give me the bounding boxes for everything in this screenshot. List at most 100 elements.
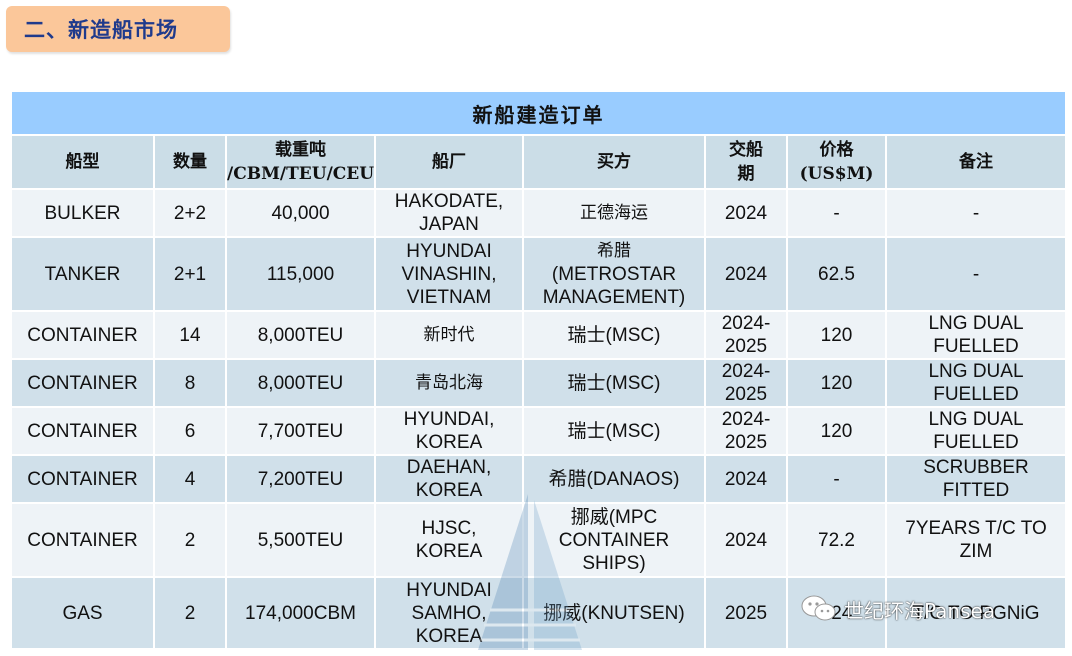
header-cell: 数量 (153, 134, 227, 190)
table-row: CONTAINER 14 8,000TEU 新时代 瑞士(MSC) 2024- 2025 12… (10, 310, 1067, 360)
ship-type-cell: CONTAINER (10, 406, 155, 456)
cell-line: (METROSTAR (551, 263, 677, 285)
cell-value: 8 (184, 372, 196, 394)
cell-line: FUELLED (933, 384, 1019, 405)
cell-value: 224 (820, 602, 853, 624)
buyer-cell: 瑞士(MSC) (522, 406, 706, 456)
cell-line: 2024 (724, 263, 768, 285)
cell-line: 2025 (724, 432, 768, 453)
cell-line: CONTAINER (558, 529, 670, 551)
cell-value: CONTAINER (27, 372, 138, 394)
cell-line: 2024- (721, 313, 771, 334)
cell-line: HYUNDAI (406, 240, 492, 262)
ship-type-cell: TANKER (10, 236, 155, 312)
cell-line: 2024 (724, 529, 768, 551)
table-row: CONTAINER 2 5,500TEU HJSC, KOREA 挪威(MPC CONTAI… (10, 502, 1067, 578)
buyer-cell: 希腊 (METROSTAR MANAGEMENT) (522, 236, 706, 312)
remarks-cell: LNG DUAL FUELLED (885, 358, 1067, 408)
delivery-cell: 2024 (704, 454, 788, 504)
cell-value: CONTAINER (27, 420, 138, 442)
cell-line: MANAGEMENT) (542, 286, 686, 308)
quantity-cell: 2+2 (153, 188, 227, 238)
table-row: BULKER 2+2 40,000 HAKODATE, JAPAN 正德海运 2024 - - (10, 188, 1067, 238)
delivery-cell: 2024- 2025 (704, 310, 788, 360)
capacity-cell: 5,500TEU (225, 502, 376, 578)
cell-line: 瑞士(MSC) (567, 420, 661, 442)
cell-value: 4 (184, 468, 196, 490)
table-row: TANKER 2+1 115,000 HYUNDAI VINASHIN, VIETNAM 希… (10, 236, 1067, 312)
header-sublabel: (US$M) (799, 164, 874, 184)
capacity-cell: 8,000TEU (225, 310, 376, 360)
buyer-cell: 挪威(MPC CONTAINER SHIPS) (522, 502, 706, 578)
remarks-cell: LNG DUAL FUELLED (885, 406, 1067, 456)
cell-line: FITTED (942, 480, 1010, 501)
cell-value: 115,000 (266, 263, 335, 285)
cell-line: 青岛北海 (415, 372, 483, 393)
cell-line: HYUNDAI, (403, 409, 495, 430)
header-label: 备注 (959, 152, 993, 172)
cell-value: 2 (184, 602, 196, 624)
section-title: 二、新造船市场 (24, 18, 178, 42)
shipyard-cell: HJSC, KOREA (374, 502, 524, 578)
header-label: 价格 (819, 140, 854, 160)
quantity-cell: 14 (153, 310, 227, 360)
buyer-cell: 挪威(KNUTSEN) (522, 576, 706, 650)
cell-line: 7YEARS T/C TO (905, 518, 1047, 539)
capacity-cell: 8,000TEU (225, 358, 376, 408)
cell-line: ZIM (959, 541, 993, 562)
shipyard-cell: 青岛北海 (374, 358, 524, 408)
cell-line: VIETNAM (406, 286, 492, 308)
cell-line: SHIPS) (582, 552, 646, 574)
cell-value: 40,000 (271, 202, 330, 224)
cell-value: GAS (62, 602, 103, 624)
header-cell: 船厂 (374, 134, 524, 190)
cell-line: FUELLED (933, 336, 1019, 357)
header-cell: 备注 (885, 134, 1067, 190)
cell-line: KOREA (415, 432, 483, 453)
cell-line: T/C TO PGNiG (912, 602, 1040, 624)
quantity-cell: 2 (153, 576, 227, 650)
cell-line: 瑞士(MSC) (567, 324, 661, 346)
price-cell: 120 (786, 310, 887, 360)
header-label: 买方 (597, 152, 631, 172)
buyer-cell: 希腊(DANAOS) (522, 454, 706, 504)
delivery-cell: 2024- 2025 (704, 358, 788, 408)
cell-value: - (833, 468, 840, 490)
shipyard-cell: HYUNDAI SAMHO, KOREA (374, 576, 524, 650)
quantity-cell: 6 (153, 406, 227, 456)
price-cell: - (786, 454, 887, 504)
cell-value: 2+1 (173, 263, 207, 285)
newbuilding-orders-table: 新船建造订单 船型 数量 载重吨/CBM/TEU/CEU 船厂 买方 交船期价格 (US$M… (10, 90, 1067, 650)
delivery-cell: 2025 (704, 576, 788, 650)
cell-line: HJSC, (421, 518, 477, 539)
capacity-cell: 174,000CBM (225, 576, 376, 650)
cell-line: JAPAN (419, 214, 479, 235)
delivery-cell: 2024- 2025 (704, 406, 788, 456)
remarks-cell: - (885, 188, 1067, 238)
cell-value: 120 (820, 324, 853, 346)
cell-value: TANKER (44, 263, 121, 285)
cell-value: 72.2 (818, 529, 855, 551)
shipyard-cell: HYUNDAI VINASHIN, VIETNAM (374, 236, 524, 312)
price-cell: 120 (786, 406, 887, 456)
cell-value: 174,000CBM (245, 602, 356, 624)
ship-type-cell: BULKER (10, 188, 155, 238)
cell-line: 2025 (724, 336, 768, 357)
price-cell: - (786, 188, 887, 238)
header-label: 船型 (65, 152, 100, 172)
cell-value: CONTAINER (27, 529, 138, 551)
cell-line: 2024 (724, 202, 768, 224)
table-body: BULKER 2+2 40,000 HAKODATE, JAPAN 正德海运 2024- - T… (10, 188, 1067, 650)
remarks-cell: 7YEARS T/C TO ZIM (885, 502, 1067, 578)
header-cell: 交船期 (704, 134, 788, 190)
cell-line: SCRUBBER (923, 457, 1029, 478)
shipyard-cell: HAKODATE, JAPAN (374, 188, 524, 238)
newbuilding-orders-table-container: 新船建造订单 船型 数量 载重吨/CBM/TEU/CEU 船厂 买方 交船期价格 (US$M… (10, 90, 1067, 650)
cell-line: - (972, 263, 980, 285)
table-row: CONTAINER 8 8,000TEU 青岛北海 瑞士(MSC) 2024- 2025 12… (10, 358, 1067, 408)
cell-value: 5,500TEU (257, 529, 344, 551)
cell-value: 62.5 (818, 263, 855, 285)
cell-value: 120 (820, 372, 853, 394)
section-heading: 二、新造船市场 (6, 6, 230, 52)
delivery-cell: 2024 (704, 236, 788, 312)
